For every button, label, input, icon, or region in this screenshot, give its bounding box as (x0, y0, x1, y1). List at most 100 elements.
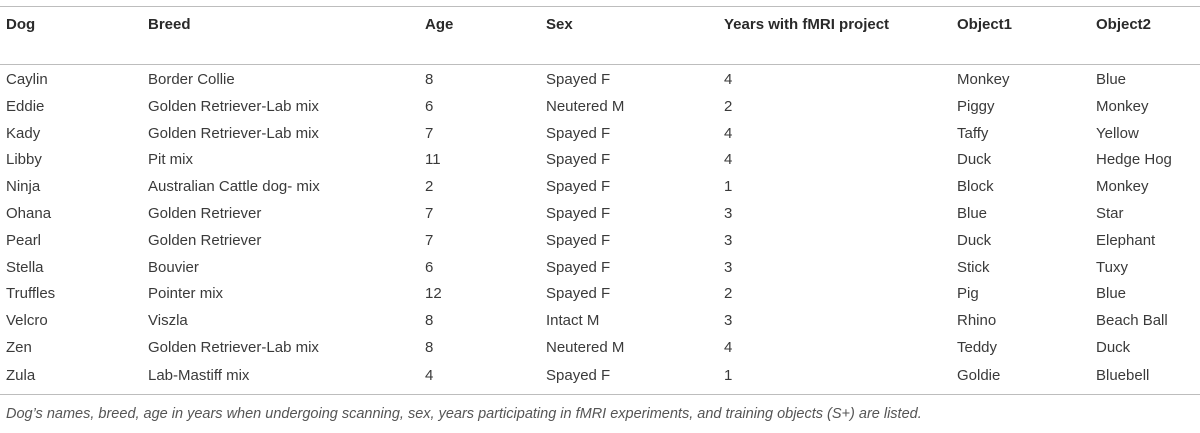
cell-years-with-fmri: 1 (724, 178, 733, 196)
cell-object2: Blue (1096, 285, 1127, 303)
cell-object1: Taffy (957, 124, 989, 142)
cell-breed: Australian Cattle dog- mix (148, 178, 320, 196)
cell-years-with-fmri: 4 (724, 151, 733, 169)
cell-sex: Spayed F (546, 367, 611, 385)
header-row: Dog Breed Age Sex Years with fMRI projec… (0, 6, 1200, 65)
table-row: Ninja Australian Cattle dog- mix 2 Spayed F… (0, 174, 1200, 201)
cell-dog: Velcro (6, 312, 48, 330)
cell-object1: Rhino (957, 312, 997, 330)
cell-age: 7 (425, 124, 434, 142)
header-object1: Object1 (957, 16, 1013, 33)
cell-sex: Spayed F (546, 231, 611, 249)
cell-object2: Star (1096, 204, 1124, 222)
cell-object1: Monkey (957, 71, 1010, 88)
cell-dog: Pearl (6, 231, 42, 249)
cell-sex: Neutered M (546, 97, 625, 115)
cell-sex: Neutered M (546, 338, 625, 356)
cell-object2: Monkey (1096, 97, 1149, 115)
cell-years-with-fmri: 4 (724, 338, 733, 356)
cell-object1: Piggy (957, 97, 995, 115)
cell-dog: Libby (6, 151, 42, 169)
cell-years-with-fmri: 3 (724, 312, 733, 330)
dog-data-table: Dog Breed Age Sex Years with fMRI projec… (0, 6, 1200, 395)
cell-age: 12 (425, 285, 442, 303)
cell-sex: Intact M (546, 312, 600, 330)
header-sex: Sex (546, 16, 573, 33)
header-age: Age (425, 16, 454, 33)
header-object2: Object2 (1096, 16, 1152, 33)
header-dog: Dog (6, 16, 36, 33)
cell-object2: Tuxy (1096, 258, 1128, 276)
header-breed: Breed (148, 16, 191, 33)
cell-object1: Duck (957, 231, 992, 249)
cell-sex: Spayed F (546, 178, 611, 196)
cell-age: 8 (425, 338, 434, 356)
cell-object1: Block (957, 178, 994, 196)
cell-breed: Lab-Mastiff mix (148, 367, 250, 385)
cell-dog: Ohana (6, 204, 52, 222)
cell-age: 7 (425, 231, 434, 249)
cell-dog: Ninja (6, 178, 41, 196)
cell-years-with-fmri: 2 (724, 97, 733, 115)
cell-object1: Duck (957, 151, 992, 169)
cell-object1: Goldie (957, 367, 1001, 385)
cell-sex: Spayed F (546, 71, 611, 88)
cell-object1: Stick (957, 258, 990, 276)
cell-breed: Golden Retriever-Lab mix (148, 338, 319, 356)
table-caption: Dog’s names, breed, age in years when un… (6, 406, 922, 422)
cell-breed: Golden Retriever-Lab mix (148, 124, 319, 142)
cell-breed: Pit mix (148, 151, 193, 169)
cell-age: 8 (425, 71, 434, 88)
cell-age: 7 (425, 204, 434, 222)
cell-object1: Blue (957, 204, 988, 222)
table-row: Pearl Golden Retriever 7 Spayed F 3 Duck Eleph… (0, 228, 1200, 255)
cell-breed: Pointer mix (148, 285, 224, 303)
table-row: Zen Golden Retriever-Lab mix 8 Neutered M 4 T… (0, 335, 1200, 362)
table-body: Caylin Border Collie 8 Spayed F 4 Monkey Blue E… (0, 65, 1200, 395)
cell-object1: Pig (957, 285, 979, 303)
cell-dog: Truffles (6, 285, 56, 303)
cell-dog: Kady (6, 124, 41, 142)
cell-age: 6 (425, 258, 434, 276)
cell-years-with-fmri: 3 (724, 231, 733, 249)
cell-years-with-fmri: 3 (724, 258, 733, 276)
cell-object2: Hedge Hog (1096, 151, 1172, 169)
cell-dog: Zen (6, 338, 32, 356)
cell-sex: Spayed F (546, 151, 611, 169)
table-row: Caylin Border Collie 8 Spayed F 4 Monkey Blue (0, 65, 1200, 94)
table-row: Truffles Pointer mix 12 Spayed F 2 Pig Blue (0, 281, 1200, 308)
cell-dog: Zula (6, 367, 36, 385)
cell-breed: Golden Retriever (148, 231, 262, 249)
cell-breed: Golden Retriever-Lab mix (148, 97, 319, 115)
cell-age: 11 (425, 151, 441, 169)
cell-breed: Viszla (148, 312, 188, 330)
table-row: Zula Lab-Mastiff mix 4 Spayed F 1 Goldie Blueb… (0, 362, 1200, 395)
table-row: Stella Bouvier 6 Spayed F 3 Stick Tuxy (0, 255, 1200, 282)
cell-object2: Yellow (1096, 124, 1139, 142)
cell-age: 2 (425, 178, 434, 196)
cell-breed: Border Collie (148, 71, 235, 88)
cell-years-with-fmri: 4 (724, 124, 733, 142)
cell-years-with-fmri: 4 (724, 71, 733, 88)
cell-object2: Duck (1096, 338, 1131, 356)
cell-breed: Golden Retriever (148, 204, 262, 222)
cell-age: 6 (425, 97, 434, 115)
cell-years-with-fmri: 2 (724, 285, 733, 303)
cell-object2: Beach Ball (1096, 312, 1168, 330)
cell-object1: Teddy (957, 338, 998, 356)
cell-object2: Monkey (1096, 178, 1149, 196)
table-row: Eddie Golden Retriever-Lab mix 6 Neutered M… (0, 94, 1200, 121)
cell-object2: Blue (1096, 71, 1127, 88)
cell-years-with-fmri: 1 (724, 367, 733, 385)
header-years-with-fmri: Years with fMRI project (724, 16, 890, 33)
cell-dog: Stella (6, 258, 44, 276)
table-row: Ohana Golden Retriever 7 Spayed F 3 Blue Star (0, 201, 1200, 228)
cell-sex: Spayed F (546, 258, 611, 276)
cell-age: 8 (425, 312, 434, 330)
cell-years-with-fmri: 3 (724, 204, 733, 222)
cell-breed: Bouvier (148, 258, 199, 276)
cell-object2: Bluebell (1096, 367, 1150, 385)
cell-dog: Caylin (6, 71, 48, 88)
cell-sex: Spayed F (546, 204, 611, 222)
